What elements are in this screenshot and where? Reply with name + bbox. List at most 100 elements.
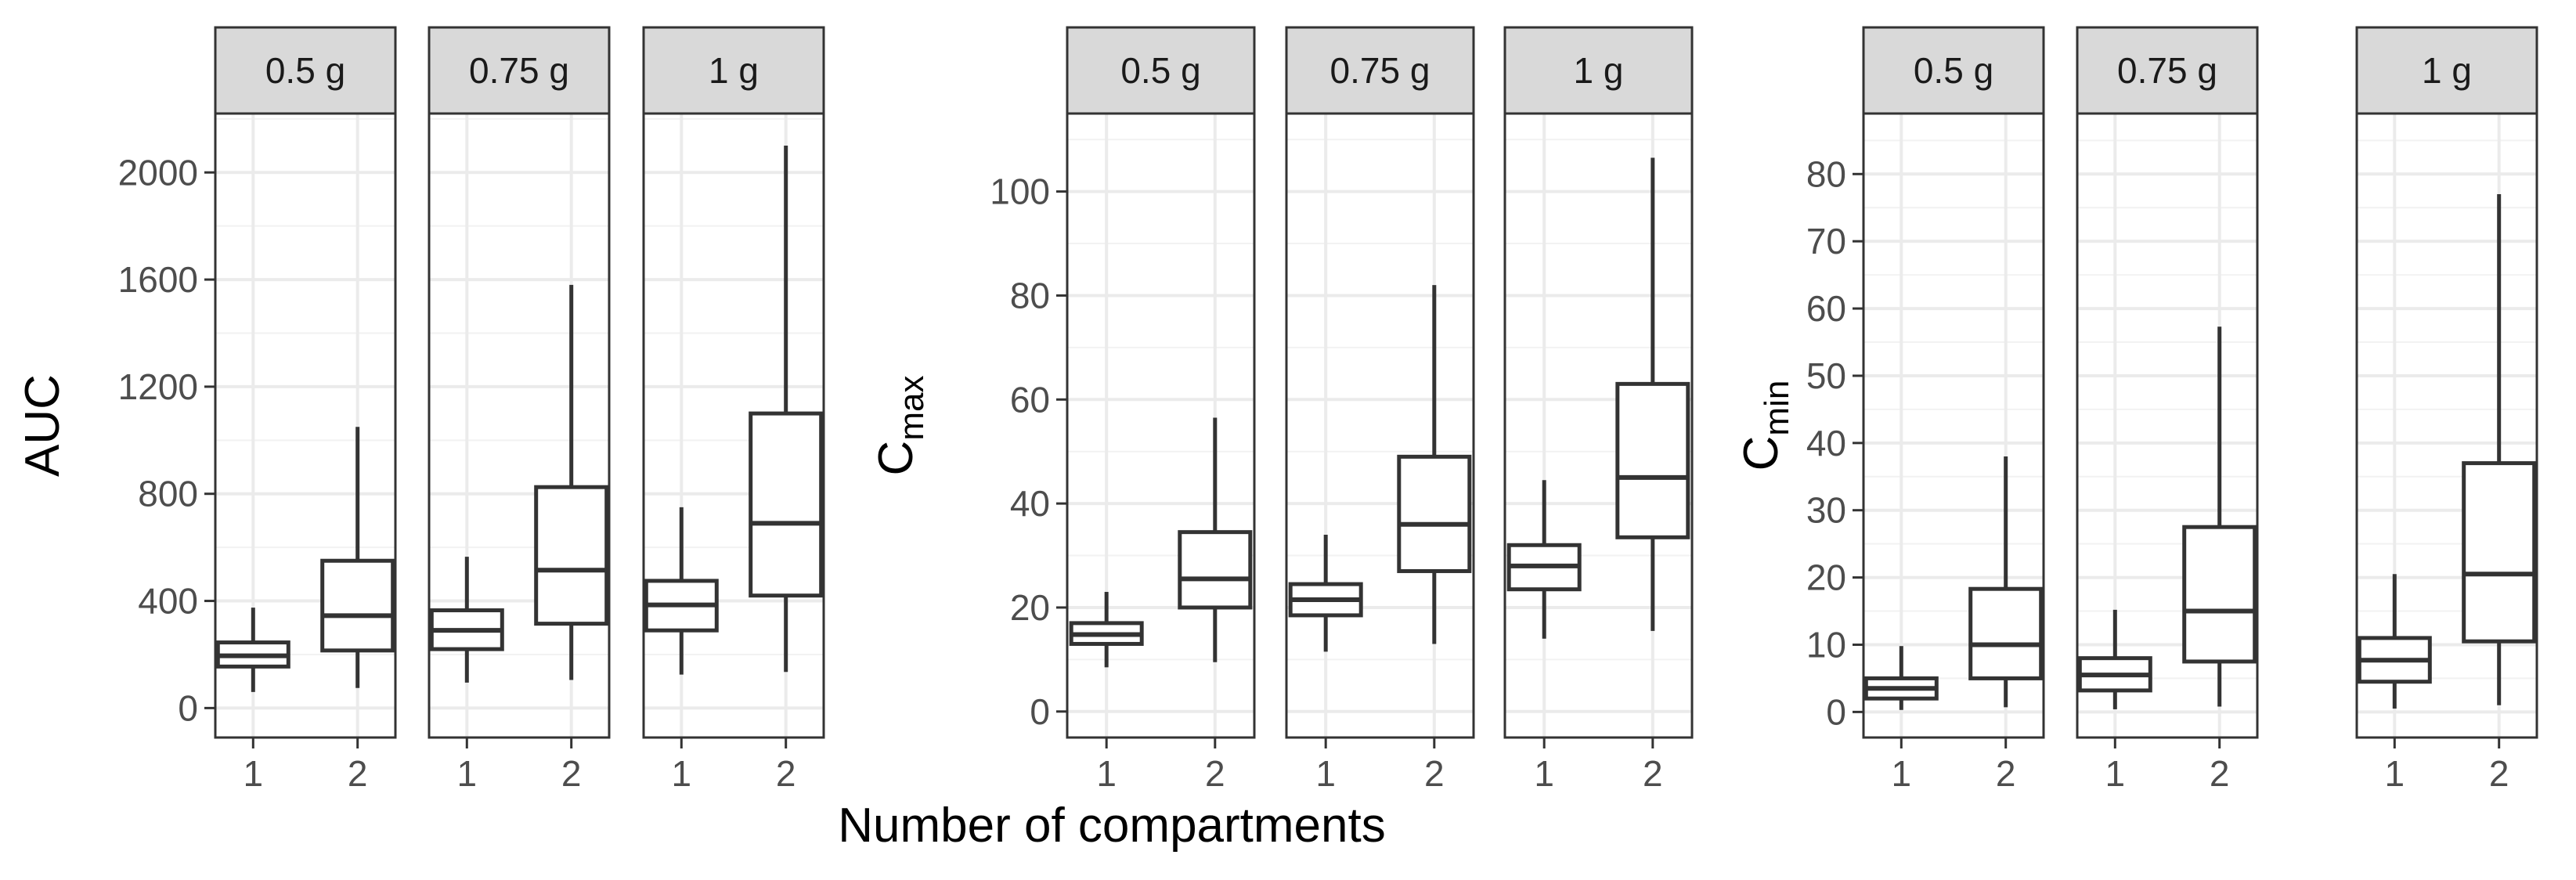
box-1	[429, 557, 504, 683]
facet-strip-label: 1 g	[1574, 50, 1624, 91]
x-tick-label: 1	[1534, 753, 1554, 794]
x-tick-label: 1	[457, 753, 478, 794]
box-2	[1397, 285, 1472, 644]
box-iqr	[2182, 525, 2257, 664]
y-tick-label: 70	[1806, 221, 1846, 261]
box-iqr	[1397, 454, 1472, 573]
y-axis-title-main: C	[869, 441, 923, 476]
y-axis-title-main: C	[1734, 436, 1788, 471]
box-iqr	[2462, 461, 2537, 644]
facet-strip	[1862, 26, 2045, 115]
box-2	[1615, 157, 1690, 631]
y-tick-label: 800	[138, 474, 198, 514]
y-tick-label: 20	[1010, 587, 1050, 628]
box-1	[1506, 480, 1582, 639]
x-tick-label: 1	[1892, 753, 1912, 794]
y-tick-label: 10	[1806, 624, 1846, 665]
box-iqr	[1968, 586, 2044, 680]
box-iqr	[1178, 530, 1253, 610]
facet-strip	[642, 26, 825, 115]
box-1	[215, 608, 290, 692]
y-axis-title: AUC	[16, 374, 70, 477]
y-tick-label: 0	[1030, 691, 1050, 732]
x-tick-label: 1	[2385, 753, 2405, 794]
y-axis-title-subscript: min	[1758, 380, 1796, 436]
y-tick-label: 60	[1806, 288, 1846, 329]
box-2	[749, 146, 824, 673]
facet-panel: 0.75 g 1 2	[2076, 26, 2259, 794]
x-axis-title: Number of compartments	[838, 799, 1385, 853]
facet-strip	[1285, 26, 1475, 115]
box-1	[2357, 574, 2432, 709]
y-tick-label: 60	[1010, 379, 1050, 420]
x-tick-label: 2	[776, 753, 796, 794]
x-tick-label: 2	[2489, 753, 2509, 794]
facet-panel: 0.5 g 1 2	[1862, 26, 2045, 794]
y-tick-label: 1600	[118, 259, 198, 300]
facet-strip-label: 0.5 g	[265, 50, 345, 91]
facet-strip	[214, 26, 397, 115]
facet-strip	[2355, 26, 2538, 115]
box-2	[534, 284, 609, 680]
x-tick-label: 2	[348, 753, 368, 794]
x-tick-label: 1	[1096, 753, 1117, 794]
box-iqr	[1615, 381, 1690, 539]
x-tick-label: 1	[672, 753, 692, 794]
y-axis-title: Cmax	[869, 376, 931, 476]
y-tick-label: 2000	[118, 152, 198, 193]
chart-cmax: 0 20 40 60 80 100 Cmax 0.5 g 1 2 0.75 g 1 2 1 g 1 2	[869, 26, 1694, 794]
y-tick-label: 40	[1806, 423, 1846, 463]
facet-strip-label: 1 g	[2422, 50, 2472, 91]
y-tick-label: 80	[1806, 153, 1846, 194]
box-2	[1968, 456, 2044, 708]
y-axis-title: Cmin	[1734, 380, 1796, 471]
facet-strip-label: 0.5 g	[1914, 50, 1993, 91]
facet-panel: 1 g 1 2	[1503, 26, 1694, 794]
y-tick-label: 20	[1806, 557, 1846, 598]
x-tick-label: 2	[2210, 753, 2230, 794]
box-1	[1069, 592, 1144, 668]
facet-strip-label: 1 g	[709, 50, 759, 91]
y-tick-label: 1200	[118, 366, 198, 407]
facet-panel: 1 g 1 2	[642, 26, 825, 794]
box-1	[644, 507, 719, 675]
panel-background	[1286, 114, 1474, 738]
y-tick-label: 400	[138, 581, 198, 622]
x-tick-label: 2	[1205, 753, 1225, 794]
x-tick-label: 1	[2105, 753, 2126, 794]
facet-strip-label: 0.75 g	[2117, 50, 2217, 91]
facet-panel: 0.75 g 1 2	[428, 26, 611, 794]
box-2	[2462, 194, 2537, 705]
box-1	[1288, 534, 1363, 652]
facet-strip-label: 0.5 g	[1120, 50, 1200, 91]
facet-strip	[2076, 26, 2259, 115]
box-1	[2077, 609, 2152, 709]
box-iqr	[749, 411, 824, 598]
facet-panel: 0.5 g 1 2	[1066, 26, 1256, 794]
box-2	[320, 427, 395, 688]
box-2	[2182, 326, 2257, 707]
y-tick-label: 100	[990, 171, 1050, 212]
facet-panel: 0.5 g 1 2	[214, 26, 397, 794]
facet-panel: 0.75 g 1 2	[1285, 26, 1475, 794]
facet-strip	[1503, 26, 1694, 115]
facet-strip-label: 0.75 g	[469, 50, 569, 91]
x-tick-label: 2	[1996, 753, 2016, 794]
facet-strip	[1066, 26, 1256, 115]
y-tick-label: 50	[1806, 355, 1846, 396]
box-iqr	[320, 558, 395, 653]
y-tick-label: 40	[1010, 483, 1050, 524]
y-axis-title-main: AUC	[16, 374, 70, 477]
facet-panel: 1 g 1 2	[2355, 26, 2538, 794]
facet-strip-label: 0.75 g	[1330, 50, 1431, 91]
box-iqr	[534, 485, 609, 626]
y-tick-label: 0	[178, 687, 198, 728]
x-tick-label: 2	[1424, 753, 1445, 794]
y-axis-title-subscript: max	[893, 376, 931, 441]
x-tick-label: 1	[244, 753, 264, 794]
y-tick-label: 0	[1826, 691, 1846, 732]
